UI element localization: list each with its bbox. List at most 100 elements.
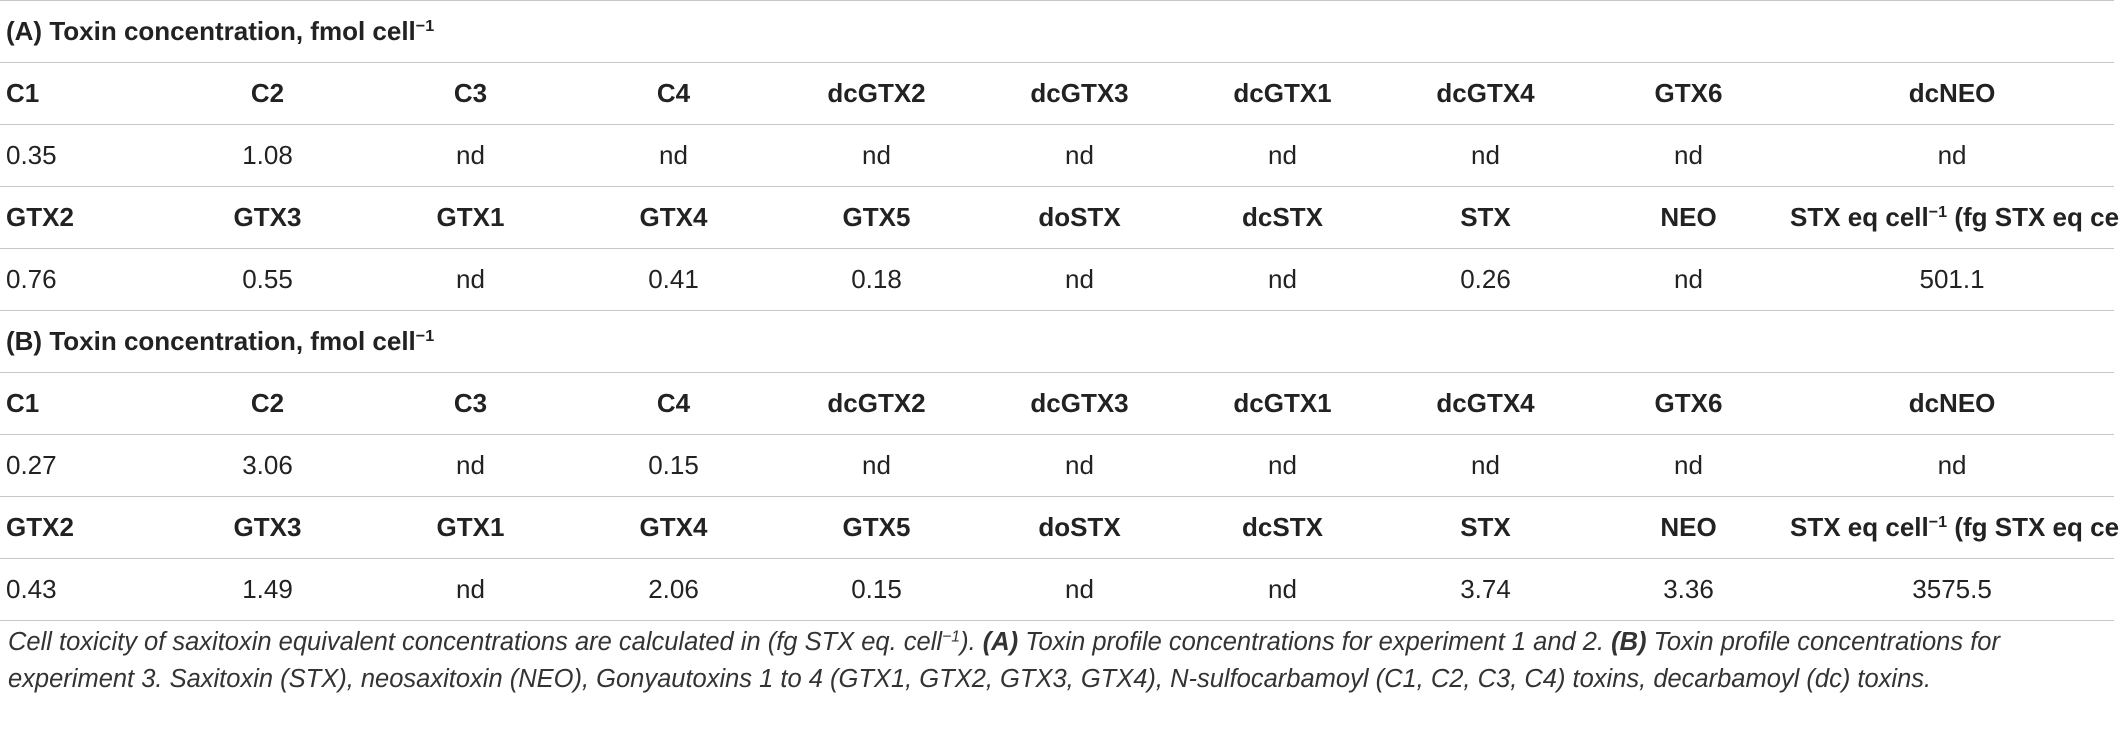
header-row: C1 C2 C3 C4 dcGTX2 dcGTX3 dcGTX1 dcGTX4 GTX6 dcNE… (0, 62, 2115, 125)
header-superscript: −1 (1928, 203, 1948, 222)
table-cell: nd (1587, 124, 1790, 187)
column-header: C3 (369, 62, 572, 125)
column-header: dcNEO (1790, 62, 2115, 125)
table-cell: nd (775, 124, 978, 187)
table-cell: nd (1587, 248, 1790, 311)
table-cell: nd (369, 248, 572, 311)
column-header: NEO (1587, 496, 1790, 559)
table-cell: nd (1790, 124, 2115, 187)
column-header-stx-equivalent: STX eq cell−1 (fg STX eq cell−1) (1790, 496, 2120, 559)
column-header: GTX5 (775, 496, 978, 559)
column-header: STX (1384, 496, 1587, 559)
table-cell: nd (1587, 434, 1790, 497)
column-header: GTX5 (775, 186, 978, 249)
column-header-stx-equivalent: STX eq cell−1 (fg STX eq cell−1) (1790, 186, 2120, 249)
column-header: C4 (572, 372, 775, 435)
table-caption: Cell toxicity of saxitoxin equivalent co… (8, 624, 2108, 698)
column-header: C2 (166, 62, 369, 125)
column-header: doSTX (978, 496, 1181, 559)
section-title: (A) Toxin concentration, fmol cell (6, 16, 416, 46)
table-cell: 501.1 (1790, 248, 2115, 311)
table-cell: 1.08 (166, 124, 369, 187)
header-row: GTX2 GTX3 GTX1 GTX4 GTX5 doSTX dcSTX STX NEO STX … (0, 186, 2120, 249)
column-header: dcGTX4 (1384, 62, 1587, 125)
header-text: (fg STX eq cell (1947, 512, 2120, 542)
table-cell: 3.06 (166, 434, 369, 497)
column-header: dcGTX3 (978, 372, 1181, 435)
column-header: GTX3 (166, 496, 369, 559)
column-header: STX (1384, 186, 1587, 249)
table-row: 0.43 1.49 nd 2.06 0.15 nd nd 3.74 3.36 3575.5 (0, 558, 2115, 621)
column-header: GTX1 (369, 496, 572, 559)
section-title: (B) Toxin concentration, fmol cell (6, 326, 416, 356)
table-cell: 0.18 (775, 248, 978, 311)
table-cell: 0.15 (572, 434, 775, 497)
column-header: dcGTX4 (1384, 372, 1587, 435)
caption-b-text: Toxin profile concentrations for experim… (8, 628, 2000, 693)
section-b-title-cell: (B) Toxin concentration, fmol cell−1 (0, 310, 2115, 373)
column-header: dcGTX1 (1181, 62, 1384, 125)
table-cell: 1.49 (166, 558, 369, 621)
table-cell: nd (1181, 124, 1384, 187)
section-b-title-row: (B) Toxin concentration, fmol cell−1 (0, 310, 2115, 373)
table-row: 0.27 3.06 nd 0.15 nd nd nd nd nd nd (0, 434, 2115, 497)
table-cell: nd (572, 124, 775, 187)
table-cell: nd (978, 248, 1181, 311)
table-cell: nd (978, 434, 1181, 497)
toxin-table: (A) Toxin concentration, fmol cell−1 C1 C2… (0, 0, 2120, 621)
section-a-title-row: (A) Toxin concentration, fmol cell−1 (0, 0, 2115, 63)
column-header: C1 (0, 372, 166, 435)
table-cell: 3.36 (1587, 558, 1790, 621)
column-header: doSTX (978, 186, 1181, 249)
table-cell: nd (369, 558, 572, 621)
caption-superscript: −1 (942, 628, 961, 646)
table-cell: 0.41 (572, 248, 775, 311)
table-cell: nd (1790, 434, 2115, 497)
table-cell: nd (369, 434, 572, 497)
column-header: dcNEO (1790, 372, 2115, 435)
header-text: STX eq cell (1790, 512, 1929, 542)
table-cell: 0.15 (775, 558, 978, 621)
table-cell: nd (1181, 434, 1384, 497)
table-cell: 0.26 (1384, 248, 1587, 311)
column-header: NEO (1587, 186, 1790, 249)
section-a-title-cell: (A) Toxin concentration, fmol cell−1 (0, 0, 2115, 63)
table-cell: 3575.5 (1790, 558, 2115, 621)
caption-a-label: (A) (982, 628, 1019, 656)
column-header: GTX4 (572, 186, 775, 249)
table-cell: nd (369, 124, 572, 187)
table-row: 0.76 0.55 nd 0.41 0.18 nd nd 0.26 nd 501.1 (0, 248, 2115, 311)
header-text: (fg STX eq cell (1947, 202, 2120, 232)
table-cell: nd (978, 124, 1181, 187)
column-header: C3 (369, 372, 572, 435)
table-cell: nd (1181, 558, 1384, 621)
column-header: C2 (166, 372, 369, 435)
header-superscript: −1 (1928, 513, 1948, 532)
caption-part-2: ). (960, 628, 983, 656)
table-cell: nd (1181, 248, 1384, 311)
column-header: C1 (0, 62, 166, 125)
table-cell: 0.43 (0, 558, 166, 621)
column-header: GTX6 (1587, 62, 1790, 125)
table-cell: 0.55 (166, 248, 369, 311)
column-header: C4 (572, 62, 775, 125)
table-cell: 0.76 (0, 248, 166, 311)
section-title-superscript: −1 (415, 327, 435, 346)
table-cell: 0.27 (0, 434, 166, 497)
header-row: C1 C2 C3 C4 dcGTX2 dcGTX3 dcGTX1 dcGTX4 GTX6 dcNE… (0, 372, 2115, 435)
table-cell: 2.06 (572, 558, 775, 621)
column-header: dcGTX1 (1181, 372, 1384, 435)
column-header: dcGTX3 (978, 62, 1181, 125)
column-header: dcSTX (1181, 496, 1384, 559)
column-header: GTX4 (572, 496, 775, 559)
caption-a-text: Toxin profile concentrations for experim… (1018, 628, 1612, 656)
caption-part-1: Cell toxicity of saxitoxin equivalent co… (8, 628, 943, 656)
section-title-superscript: −1 (415, 17, 435, 36)
column-header: GTX2 (0, 496, 166, 559)
table-row: 0.35 1.08 nd nd nd nd nd nd nd nd (0, 124, 2115, 187)
table-cell: 0.35 (0, 124, 166, 187)
header-text: STX eq cell (1790, 202, 1929, 232)
column-header: dcGTX2 (775, 372, 978, 435)
table-cell: nd (978, 558, 1181, 621)
